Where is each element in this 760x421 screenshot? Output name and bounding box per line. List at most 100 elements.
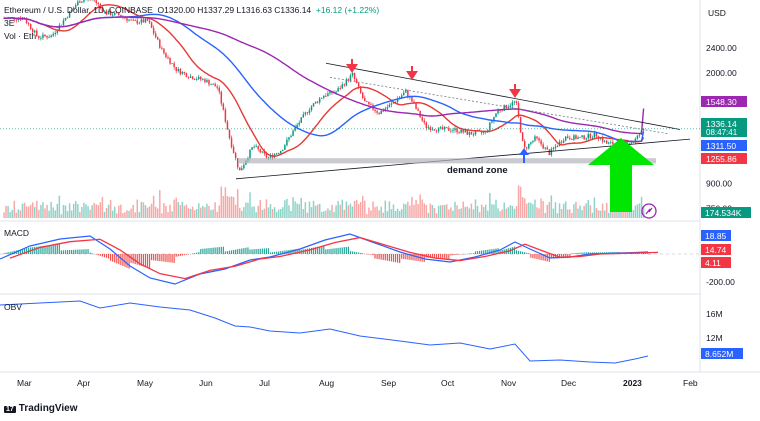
volume-bar <box>275 211 278 218</box>
volume-bar <box>382 212 384 218</box>
volume-bar <box>456 205 458 218</box>
candle-body <box>491 121 493 123</box>
candle-body <box>370 104 372 105</box>
candle-body <box>62 20 65 25</box>
volume-bar <box>68 203 71 218</box>
macd-histogram-bar <box>571 253 573 254</box>
indicator-icon[interactable] <box>641 203 657 219</box>
volume-bar <box>482 207 485 218</box>
volume-bar <box>466 206 469 218</box>
volume-bar <box>359 202 362 218</box>
macd-histogram-bar <box>589 252 591 254</box>
candle-body <box>575 135 577 139</box>
volume-bar <box>113 206 116 218</box>
volume-bar <box>441 205 444 218</box>
price-label-text: 1311.50 <box>706 141 736 151</box>
macd-histogram-bar <box>483 250 485 254</box>
macd-histogram-bar <box>9 251 11 254</box>
candle-body <box>329 91 331 94</box>
volume-bar <box>161 213 163 218</box>
candle-body <box>550 148 553 156</box>
volume-bar <box>425 204 428 218</box>
candle-body <box>359 86 362 93</box>
macd-histogram-bar <box>212 247 214 254</box>
candle-body <box>585 138 587 140</box>
candle-body <box>163 48 165 54</box>
macd-histogram-bar <box>526 252 528 254</box>
volume-bar <box>624 210 626 218</box>
macd-histogram-bar <box>200 248 202 254</box>
volume-bar <box>216 211 218 218</box>
candle-body <box>50 35 52 38</box>
candle-body <box>140 19 143 23</box>
candle-body <box>630 142 633 144</box>
volume-bar <box>415 199 417 218</box>
macd-histogram-bar <box>64 250 67 254</box>
candle-body <box>583 135 585 140</box>
candle-body <box>612 142 614 145</box>
macd-histogram-bar <box>54 244 56 254</box>
candle-body <box>482 132 485 133</box>
candle-body <box>569 137 571 139</box>
macd-histogram-bar <box>263 248 265 254</box>
volume-bar <box>515 206 518 218</box>
candle-body <box>581 135 583 137</box>
volume-bar <box>167 212 169 218</box>
macd-histogram-bar <box>515 250 518 254</box>
candle-body <box>193 79 196 80</box>
macd-histogram-bar <box>101 254 103 257</box>
currency-label: USD <box>708 8 726 18</box>
candle-body <box>556 146 559 148</box>
volume-bar <box>534 199 536 218</box>
candle-body <box>312 103 315 107</box>
moving-average-line <box>3 13 645 143</box>
volume-bar <box>163 203 165 218</box>
macd-histogram-bar <box>530 254 532 258</box>
candle-body <box>210 84 212 86</box>
candle-body <box>353 73 356 80</box>
macd-histogram-bar <box>384 254 386 261</box>
volume-bar <box>204 207 206 218</box>
candle-body <box>204 79 206 83</box>
volume-bar <box>284 200 286 218</box>
macd-histogram-bar <box>241 248 243 254</box>
macd-histogram-bar <box>253 249 255 254</box>
volume-bar <box>75 201 77 218</box>
macd-histogram-bar <box>228 250 231 254</box>
tradingview-logo[interactable]: 17 TradingView <box>4 403 78 414</box>
macd-histogram-bar <box>144 254 147 268</box>
macd-histogram-bar <box>542 254 544 261</box>
volume-bar <box>388 201 391 218</box>
volume-bar <box>638 203 641 218</box>
price-label-text: 1548.30 <box>706 97 737 107</box>
macd-pane <box>0 233 700 285</box>
volume-bar <box>134 212 136 218</box>
macd-histogram-bar <box>19 249 21 254</box>
candle-body <box>296 124 298 128</box>
macd-histogram-bar <box>378 254 380 260</box>
candle-body <box>567 136 569 138</box>
candle-body <box>439 127 442 128</box>
macd-histogram-bar <box>148 254 151 269</box>
macd-histogram-bar <box>319 246 321 254</box>
volume-bar <box>130 208 132 218</box>
candle-body <box>325 95 327 97</box>
macd-histogram-bar <box>442 254 444 259</box>
candle-body <box>306 112 309 114</box>
macd-histogram-bar <box>21 249 24 254</box>
macd-label-box <box>701 244 731 255</box>
candle-body <box>109 11 112 16</box>
volume-bar <box>154 206 157 218</box>
candle-body <box>103 10 106 12</box>
time-axis: Mar Apr May Jun Jul Aug Sep Oct Nov Dec 2023 Feb <box>17 378 698 388</box>
macd-histogram-bar <box>476 251 479 254</box>
candles <box>3 0 645 171</box>
candle-body <box>66 17 69 19</box>
macd-histogram-bar <box>567 254 569 259</box>
macd-histogram-bar <box>173 254 175 263</box>
price-axis: 2400.002000.001600.001200.00900.00750.00… <box>706 43 737 343</box>
price-label-text: 1336.14 <box>706 119 737 129</box>
volume-bar <box>142 202 145 218</box>
volume-bar <box>321 212 323 218</box>
candle-body <box>15 19 18 21</box>
